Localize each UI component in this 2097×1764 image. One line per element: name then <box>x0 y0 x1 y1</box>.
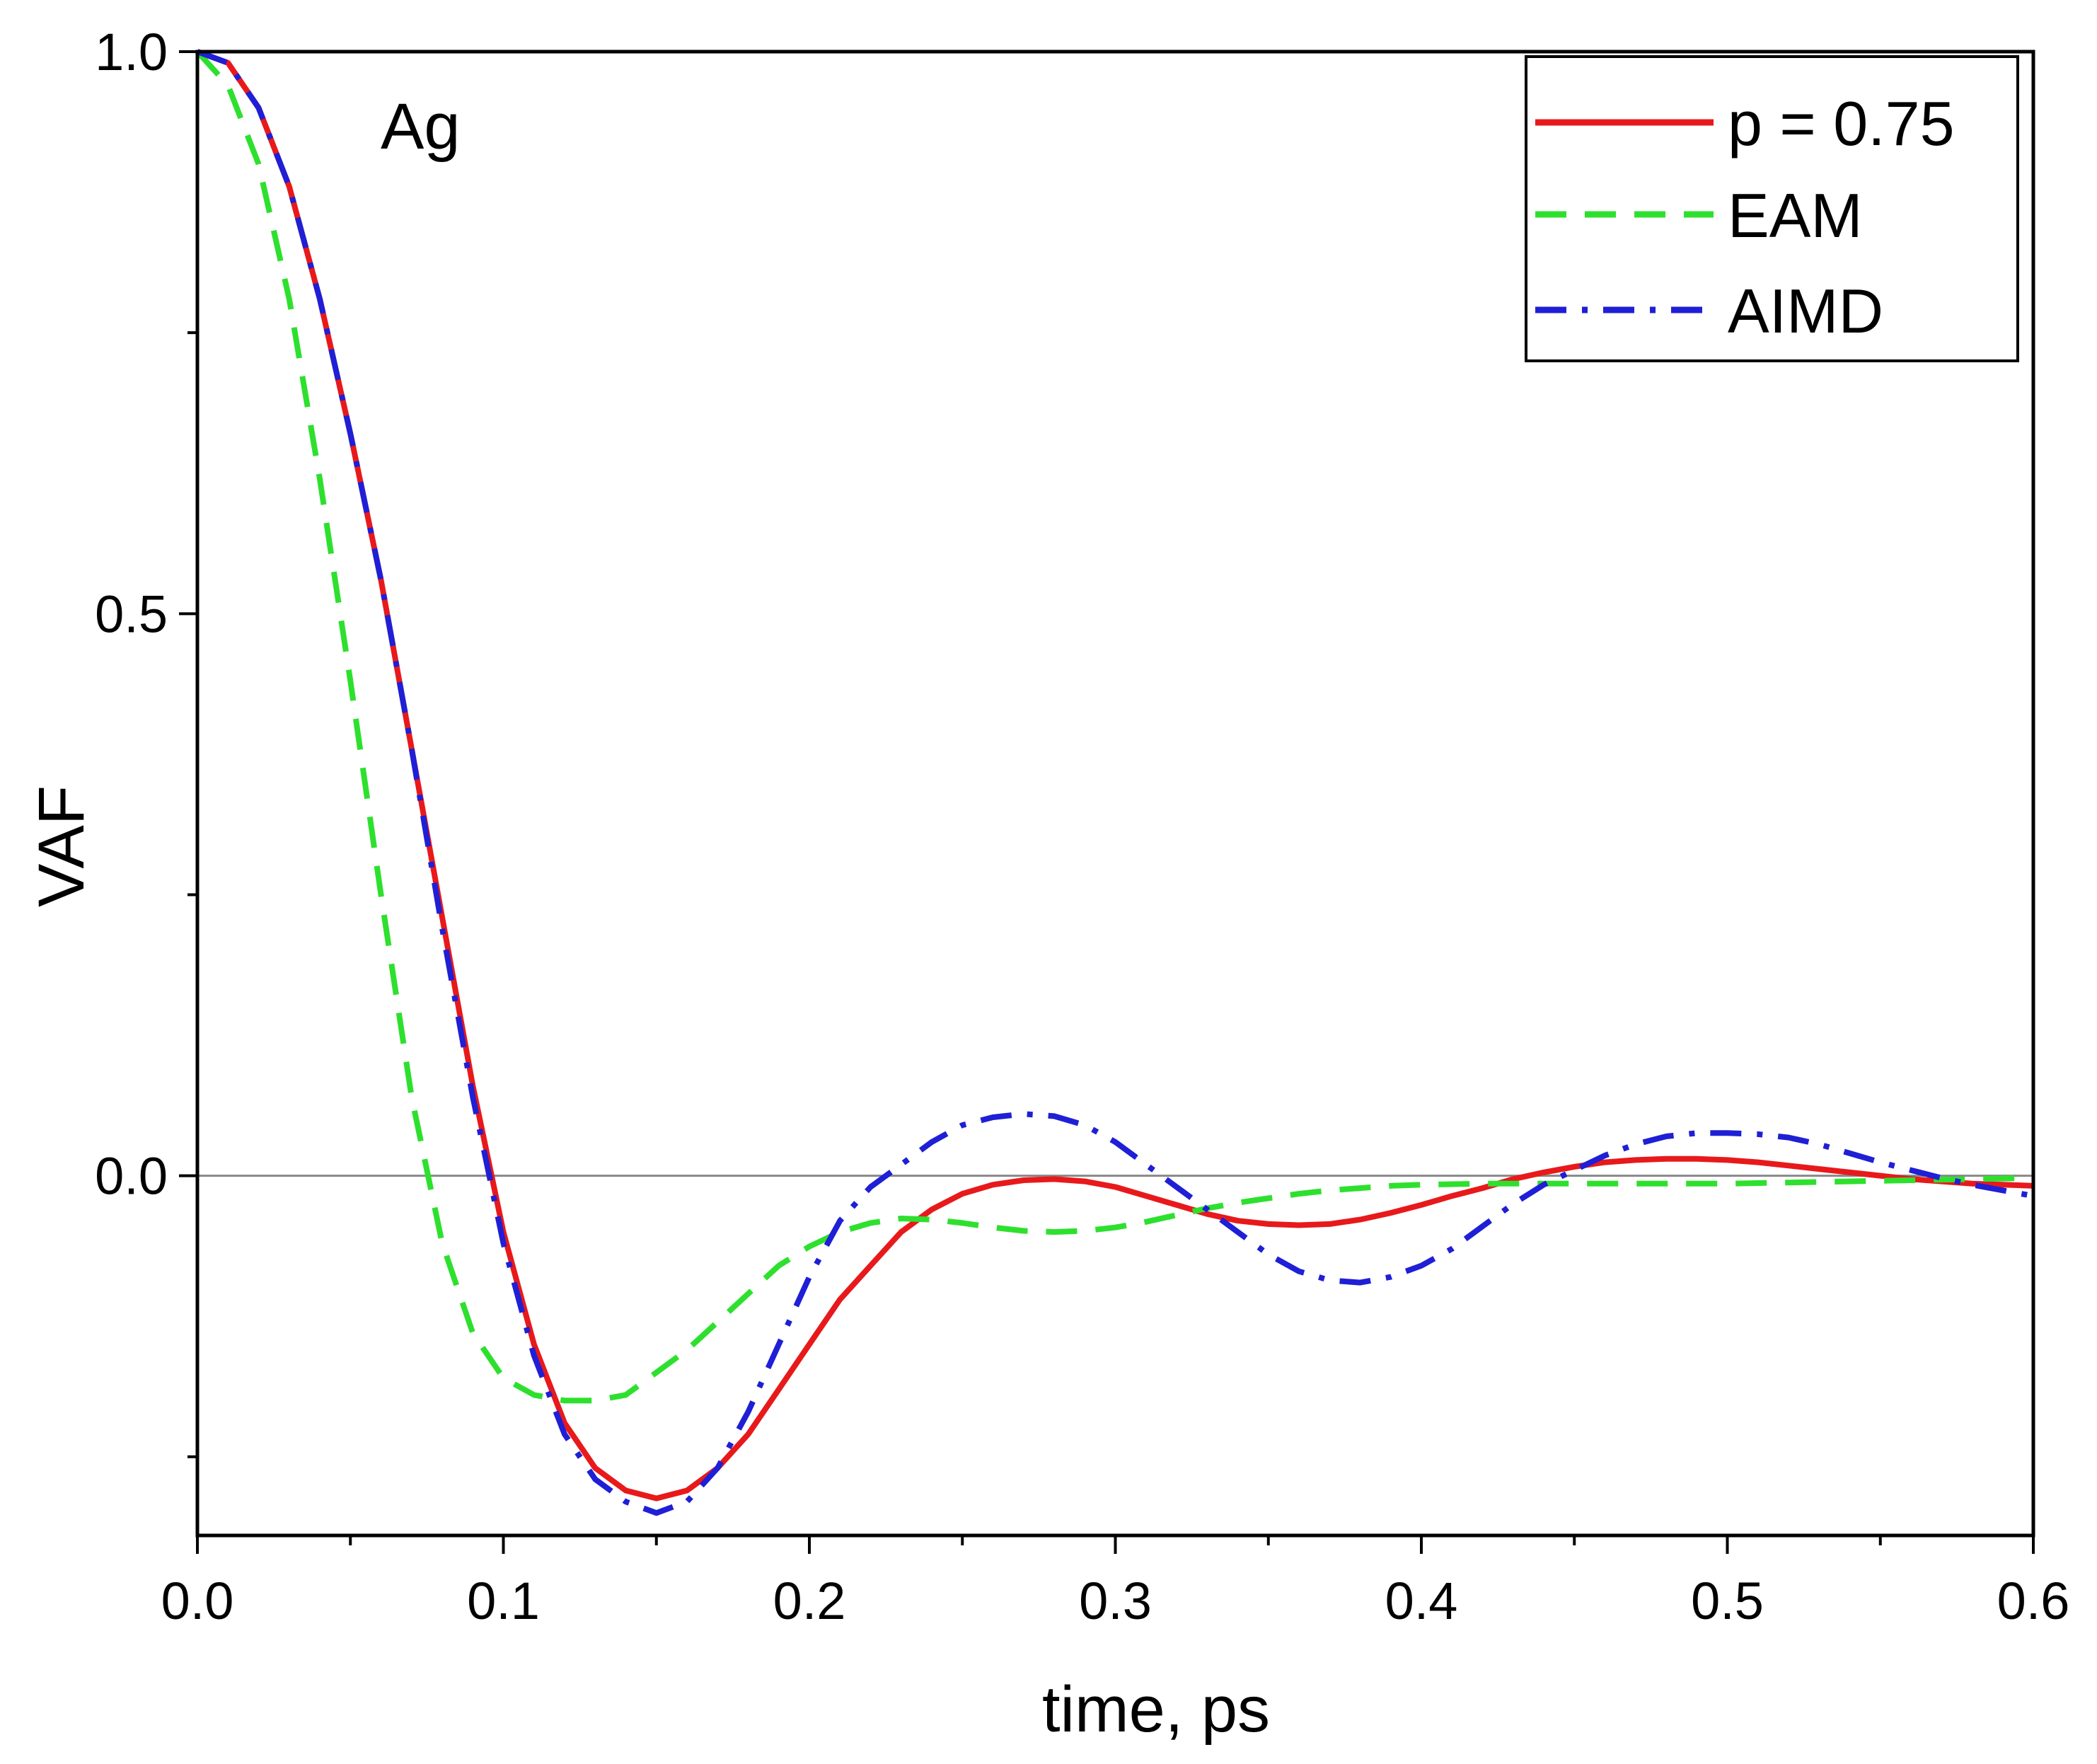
x-tick-label: 0.0 <box>161 1572 234 1630</box>
x-tick-label: 0.6 <box>1997 1572 2070 1630</box>
y-tick-label: 0.0 <box>95 1147 168 1206</box>
y-tick-label: 1.0 <box>95 23 168 81</box>
x-tick-label: 0.5 <box>1691 1572 1764 1630</box>
series-line-aimd <box>196 49 2034 1516</box>
x-tick-label: 0.4 <box>1385 1572 1458 1630</box>
y-tick-label: 0.5 <box>95 584 168 643</box>
series-line-eam <box>195 50 2034 1404</box>
legend-label-p075: p = 0.75 <box>1728 88 1955 158</box>
x-axis-title: time, ps <box>1042 1673 1270 1746</box>
legend-label-aimd: AIMD <box>1728 276 1883 346</box>
x-tick-label: 0.2 <box>773 1572 846 1630</box>
x-tick-label: 0.1 <box>467 1572 540 1630</box>
legend: p = 0.75 EAM AIMD <box>1525 55 2019 362</box>
y-axis-title: VAF <box>25 785 98 907</box>
legend-box <box>1525 55 2019 362</box>
x-tick-label: 0.3 <box>1079 1572 1152 1630</box>
legend-label-eam: EAM <box>1728 180 1863 250</box>
element-annotation: Ag <box>381 91 461 163</box>
